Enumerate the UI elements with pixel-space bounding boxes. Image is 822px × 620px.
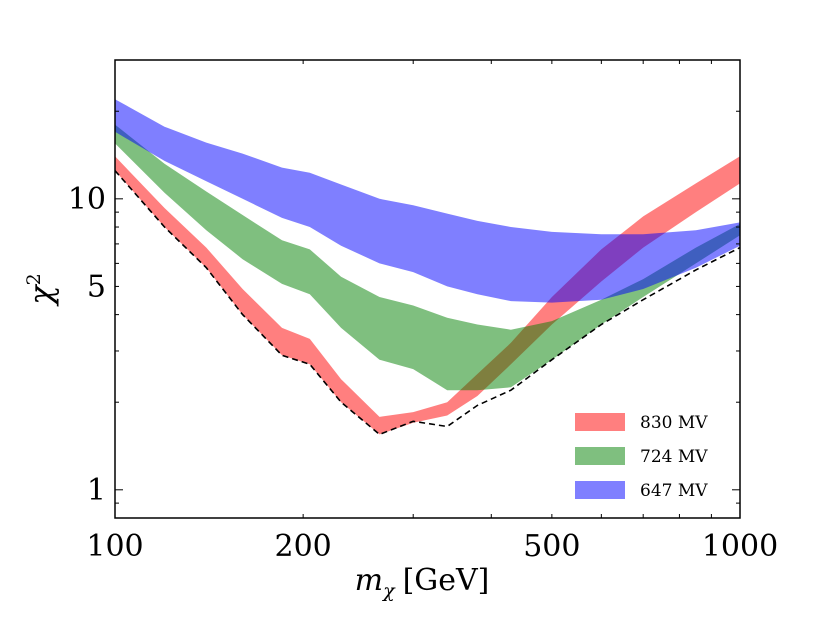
- legend-swatch: [575, 481, 625, 499]
- legend-label: 830 MV: [640, 413, 708, 433]
- legend-swatch: [575, 413, 625, 431]
- legend: 830 MV 724 MV 647 MV: [575, 413, 708, 501]
- x-axis-label-main: m: [355, 563, 383, 598]
- y-axis-label: χ2: [22, 273, 60, 306]
- y-axis-label-main: χ: [22, 284, 60, 307]
- minimum-envelope: [115, 170, 740, 436]
- x-tick-label: 100: [86, 529, 143, 564]
- y-tick-label: 5: [87, 269, 106, 304]
- legend-label: 647 MV: [640, 481, 708, 501]
- x-tick-label: 1000: [702, 529, 778, 564]
- x-tick-label: 500: [523, 529, 580, 564]
- y-axis-label-sup: 2: [23, 273, 45, 285]
- series-bands: [115, 99, 740, 435]
- x-axis-label-unit: [GeV]: [403, 563, 490, 598]
- legend-swatch: [575, 447, 625, 465]
- tick-labels: 100 200 500 1000 1 5 10: [68, 182, 778, 564]
- band-647-mv: [115, 99, 740, 303]
- x-axis-label: mχ [GeV]: [355, 563, 490, 602]
- y-tick-label: 10: [68, 182, 106, 217]
- plot-frame: [114, 59, 741, 519]
- envelope-line: [115, 170, 740, 436]
- x-tick-label: 200: [275, 529, 332, 564]
- band-830-mv: [115, 156, 740, 435]
- legend-label: 724 MV: [640, 447, 708, 467]
- band-724-mv: [115, 124, 740, 391]
- x-axis-label-sub: χ: [381, 580, 396, 602]
- y-tick-label: 1: [87, 473, 106, 508]
